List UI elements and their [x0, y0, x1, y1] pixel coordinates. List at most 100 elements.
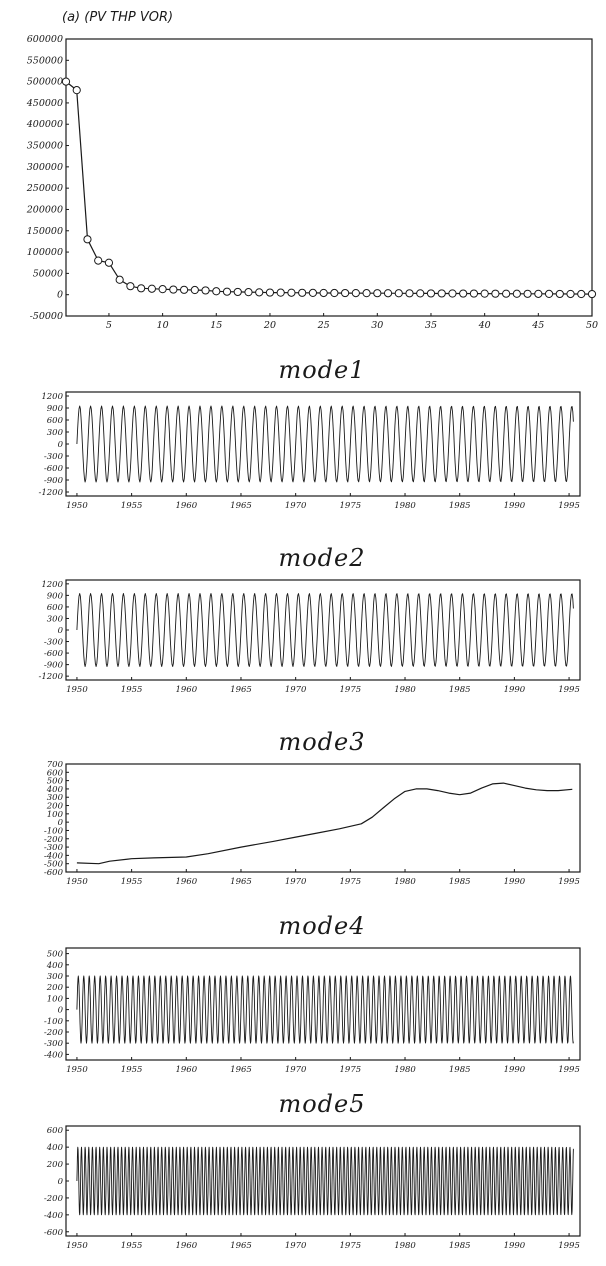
- series-line-0-0: [65, 81, 593, 295]
- data-point-2: [72, 86, 81, 95]
- data-point-3: [83, 235, 92, 244]
- series-line-5-0: [76, 1146, 574, 1216]
- y-tick-label-0-3: 450000: [26, 98, 63, 109]
- y-tick-label-5-2: 200: [46, 1160, 64, 1170]
- data-point-5: [104, 258, 114, 267]
- mode5-title: mode5: [278, 1090, 365, 1118]
- data-point-45: [534, 289, 543, 298]
- data-point-38: [459, 289, 468, 298]
- y-tick-label-5-4: -200: [44, 1194, 64, 1204]
- mode1-title: mode1: [278, 356, 365, 384]
- series-line-2-0: [76, 593, 574, 667]
- data-point-39: [469, 289, 479, 298]
- y-tick-label-1-6: -600: [44, 464, 64, 474]
- y-tick-label-0-0: 600000: [27, 34, 63, 45]
- x-tick-label-1-9: 1995: [558, 501, 580, 511]
- y-tick-label-3-3: 400: [46, 785, 64, 795]
- y-tick-label-2-2: 600: [47, 603, 64, 613]
- data-point-50: [587, 289, 597, 299]
- y-tick-label-4-7: -200: [44, 1028, 64, 1038]
- y-tick-label-5-0: 600: [47, 1126, 64, 1136]
- data-point-12: [179, 285, 189, 294]
- x-tick-label-0-7: 40: [478, 320, 491, 331]
- y-tick-label-4-1: 400: [46, 961, 64, 971]
- y-tick-label-4-6: -100: [44, 1017, 64, 1027]
- data-point-16: [222, 287, 232, 296]
- x-tick-label-0-0: 5: [106, 320, 112, 331]
- data-point-46: [544, 289, 554, 298]
- data-point-25: [319, 288, 328, 298]
- y-tick-label-1-3: 300: [47, 428, 64, 438]
- x-tick-label-2-0: 1950: [66, 685, 88, 695]
- y-tick-label-4-8: -300: [44, 1039, 64, 1049]
- data-point-19: [255, 288, 264, 297]
- plot-frame-4: [65, 947, 581, 1061]
- x-tick-label-5-4: 1970: [285, 1241, 307, 1251]
- x-tick-label-0-1: 10: [157, 320, 169, 331]
- mode2-title: mode2: [278, 544, 365, 572]
- x-tick-label-2-6: 1980: [394, 685, 416, 695]
- y-tick-label-3-10: -300: [44, 843, 64, 853]
- x-tick-label-3-6: 1980: [394, 877, 416, 887]
- x-tick-label-4-8: 1990: [504, 1065, 526, 1075]
- y-tick-label-2-7: -900: [44, 661, 64, 671]
- x-tick-label-1-6: 1980: [394, 501, 416, 511]
- x-tick-label-3-2: 1960: [175, 877, 197, 887]
- data-point-33: [405, 289, 414, 298]
- x-tick-label-2-2: 1960: [175, 685, 197, 695]
- y-tick-label-3-11: -400: [44, 851, 64, 861]
- x-tick-label-5-5: 1975: [340, 1241, 362, 1251]
- data-point-30: [373, 289, 382, 298]
- x-tick-label-2-8: 1990: [504, 685, 526, 695]
- data-point-23: [298, 288, 307, 297]
- x-tick-label-4-2: 1960: [175, 1065, 197, 1075]
- y-tick-label-4-0: 500: [47, 950, 64, 960]
- y-tick-label-1-0: 1200: [41, 392, 63, 402]
- y-tick-label-2-5: -300: [44, 638, 64, 648]
- data-point-40: [480, 289, 489, 298]
- mode4-title: mode4: [278, 912, 365, 940]
- data-point-7: [126, 282, 135, 291]
- x-tick-label-2-9: 1995: [558, 685, 580, 695]
- y-tick-label-2-8: -1200: [38, 672, 63, 682]
- y-tick-label-3-1: 600: [47, 768, 64, 778]
- data-point-43: [512, 289, 521, 298]
- data-point-10: [158, 285, 167, 294]
- data-point-8: [137, 284, 146, 293]
- plot-frame-3: [65, 763, 581, 873]
- x-tick-label-5-3: 1965: [230, 1241, 252, 1251]
- x-tick-label-1-8: 1990: [504, 501, 526, 511]
- data-point-13: [190, 285, 199, 295]
- data-point-18: [244, 288, 253, 297]
- x-tick-label-2-5: 1975: [340, 685, 362, 695]
- x-tick-label-0-2: 15: [210, 320, 222, 331]
- series-line-3-0: [76, 782, 573, 865]
- data-point-48: [566, 289, 575, 299]
- data-point-32: [394, 289, 403, 298]
- y-tick-label-0-2: 500000: [27, 77, 63, 88]
- y-tick-label-4-5: 0: [58, 1006, 64, 1016]
- x-tick-label-3-5: 1975: [340, 877, 362, 887]
- x-tick-label-4-5: 1975: [340, 1065, 362, 1075]
- y-tick-label-0-12: 0: [57, 290, 63, 301]
- y-tick-label-1-2: 600: [47, 416, 64, 426]
- data-point-28: [351, 289, 360, 298]
- x-tick-label-4-6: 1980: [394, 1065, 416, 1075]
- x-tick-label-0-9: 50: [586, 320, 598, 331]
- x-tick-label-3-1: 1955: [121, 877, 143, 887]
- x-tick-label-4-3: 1965: [230, 1065, 252, 1075]
- data-point-31: [383, 289, 393, 298]
- mode3-title: mode3: [278, 728, 365, 756]
- data-point-44: [523, 289, 532, 298]
- data-point-34: [416, 289, 425, 298]
- x-tick-label-2-3: 1965: [230, 685, 252, 695]
- y-tick-label-0-5: 350000: [27, 141, 63, 152]
- y-tick-label-3-7: 0: [58, 818, 64, 828]
- data-point-21: [276, 288, 285, 297]
- x-tick-label-5-1: 1955: [121, 1241, 143, 1251]
- series-line-4-0: [76, 975, 574, 1044]
- data-point-42: [502, 289, 511, 298]
- series-line-1-0: [76, 405, 574, 483]
